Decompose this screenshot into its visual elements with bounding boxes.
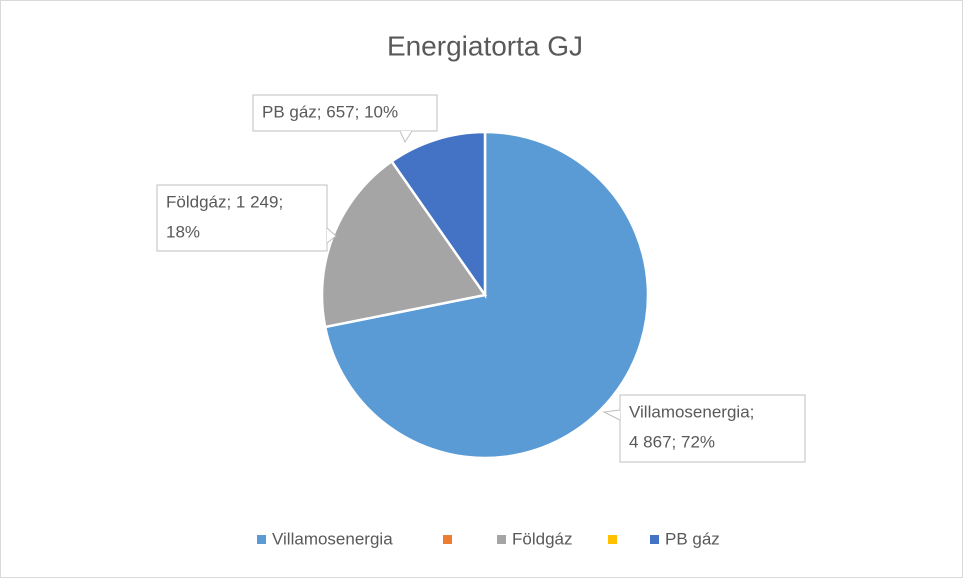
pie-slice	[389, 130, 487, 299]
callout	[619, 394, 806, 463]
legend-swatch	[650, 535, 659, 544]
callout-pointer	[326, 227, 337, 244]
data-label: PB gáz; 657; 10%	[262, 102, 398, 121]
chart-title: Energiatorta GJ	[387, 30, 583, 61]
data-label: 4 867; 72%	[629, 432, 715, 451]
data-label: Földgáz; 1 249;	[166, 192, 283, 211]
legend-swatch	[257, 535, 266, 544]
data-label: 18%	[166, 222, 200, 241]
legend-swatch	[443, 535, 452, 544]
legend-swatch	[497, 535, 506, 544]
data-label: Villamosenergia;	[629, 402, 754, 421]
callout	[252, 94, 438, 132]
callout-pointer	[399, 130, 413, 144]
callout-pointer	[602, 409, 621, 421]
legend-label: Földgáz	[512, 529, 572, 548]
legend-swatch	[608, 535, 617, 544]
callout	[156, 184, 328, 252]
legend-label: PB gáz	[665, 529, 720, 548]
pie-slice	[323, 130, 650, 460]
legend-label: Villamosenergia	[272, 529, 393, 548]
